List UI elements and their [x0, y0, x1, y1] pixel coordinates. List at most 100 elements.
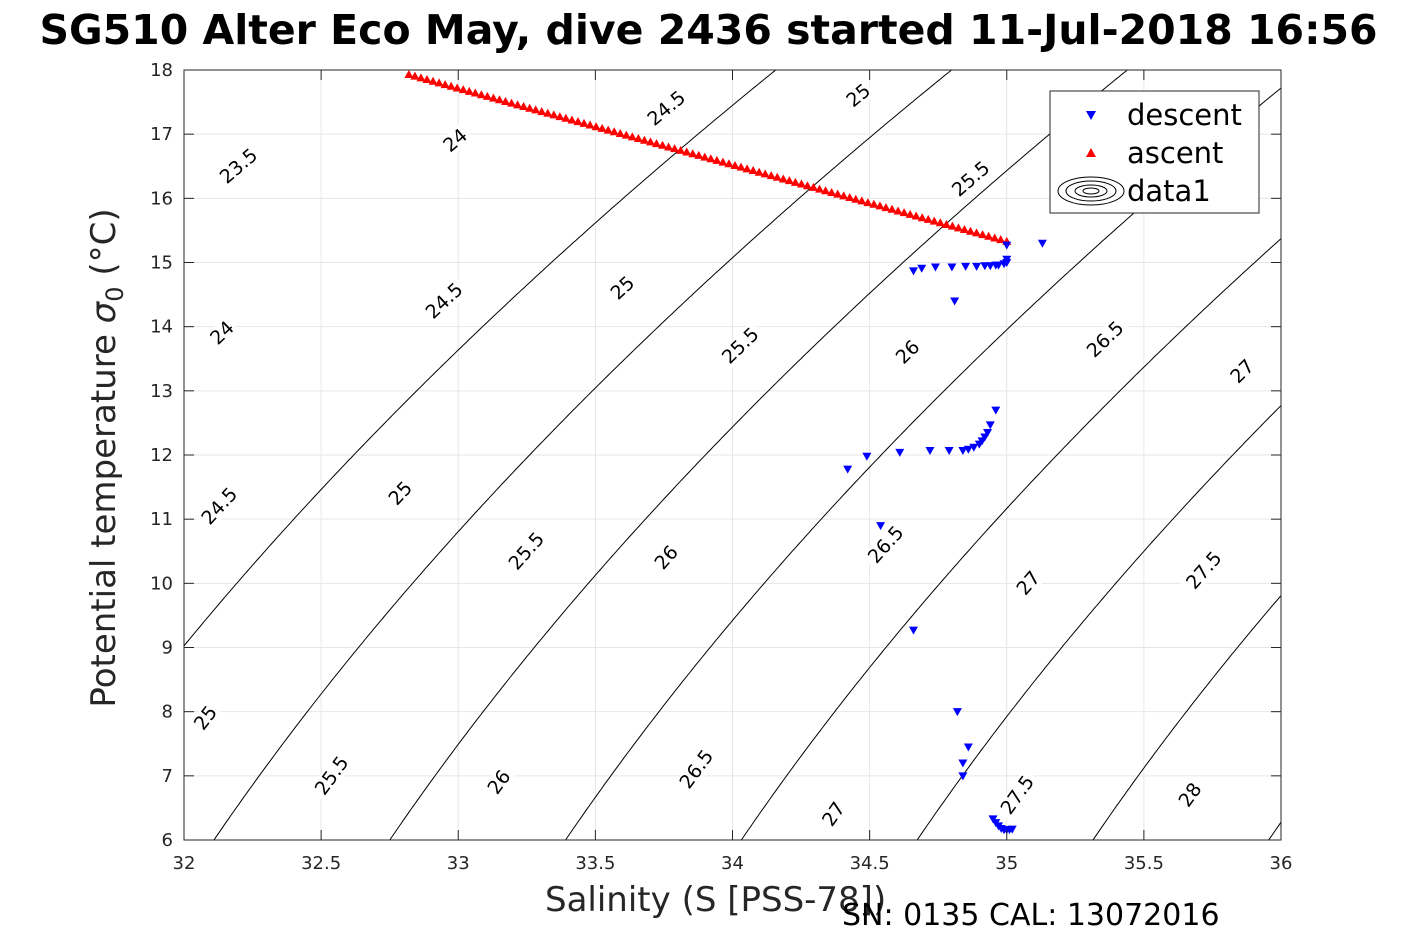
contour-label-background — [861, 519, 911, 571]
ascent-point — [959, 225, 969, 234]
descent-point — [952, 708, 962, 717]
ascent-point — [537, 107, 547, 116]
ascent-point — [893, 206, 903, 215]
ascent-point — [579, 118, 589, 127]
ascent-point — [887, 204, 897, 213]
ascent-point — [984, 231, 994, 240]
legend-data1-marker — [1057, 176, 1125, 206]
contour-label-background — [1080, 314, 1131, 365]
ascent-point — [875, 201, 885, 210]
ascent-point — [694, 150, 704, 159]
descent-point — [985, 421, 995, 430]
legend-ascent-label: ascent — [1127, 136, 1223, 170]
contour-label-background — [673, 743, 720, 796]
ascent-point — [796, 179, 806, 188]
ascent-point — [476, 90, 486, 99]
x-tick-label: 35.5 — [1124, 853, 1164, 874]
contour-label-background — [945, 155, 997, 204]
ascent-point — [712, 155, 722, 164]
contour-label-background — [841, 79, 876, 113]
descent-point — [961, 262, 971, 271]
ascent-point — [416, 73, 426, 82]
descent-point — [1007, 825, 1017, 834]
ascent-point — [434, 78, 444, 87]
contour-line-23-5 — [184, 70, 777, 647]
ascent-point — [603, 125, 613, 134]
descent-point — [958, 759, 968, 768]
ascent-point — [815, 184, 825, 193]
ascent-point — [899, 208, 909, 217]
ascent-point — [543, 108, 553, 117]
ascent-point — [591, 122, 601, 131]
ascent-point — [996, 235, 1006, 244]
ascent-point — [410, 71, 420, 80]
ascent-point — [917, 213, 927, 222]
y-tick-label: 16 — [150, 188, 173, 209]
sensor-calibration-note: SN: 0135 CAL: 13072016 — [842, 898, 1220, 933]
descent-point — [958, 772, 968, 781]
descent-point — [974, 440, 984, 449]
ascent-point — [736, 162, 746, 171]
ascent-point — [905, 209, 915, 218]
ascent-point — [972, 228, 982, 237]
ascent-point — [682, 147, 692, 156]
ascent-point — [513, 100, 523, 109]
descent-point — [930, 263, 940, 272]
ascent-point — [549, 110, 559, 119]
ascent-point — [627, 132, 637, 141]
ascent-point — [990, 233, 1000, 242]
ascent-point — [966, 226, 976, 235]
ascent-point — [778, 174, 788, 183]
contour-label-background — [213, 142, 265, 191]
chart-title: SG510 Alter Eco May, dive 2436 started 1… — [39, 6, 1378, 54]
ascent-point — [941, 219, 951, 228]
descent-point — [843, 465, 853, 474]
x-tick-label: 34 — [721, 853, 744, 874]
ascent-point — [422, 75, 432, 84]
contour-line-27-5 — [1404, 880, 1417, 901]
ascent-point — [766, 171, 776, 180]
contour-label: 27 — [818, 798, 850, 830]
ascent-point — [929, 216, 939, 225]
ascent-point — [802, 181, 812, 190]
ascent-point — [772, 172, 782, 181]
ascent-point — [978, 230, 988, 239]
ascent-point — [531, 105, 541, 114]
y-tick-label: 13 — [150, 381, 173, 402]
ascent-point — [452, 83, 462, 92]
descent-point — [917, 264, 927, 273]
y-tick-label: 11 — [150, 509, 173, 530]
contour-label-background — [1174, 777, 1207, 813]
ascent-point — [730, 160, 740, 169]
y-tick-label: 12 — [150, 445, 173, 466]
x-tick-label: 32.5 — [301, 853, 341, 874]
contour-label-background — [205, 316, 240, 350]
contour-line-27 — [1268, 821, 1281, 840]
contour-line-24 — [213, 70, 953, 840]
ascent-point — [742, 164, 752, 173]
ascent-point — [869, 199, 879, 208]
contour-label: 26 — [483, 766, 515, 799]
contour-label: 26 — [892, 336, 925, 369]
descent-point — [991, 406, 1001, 415]
descent-point — [909, 626, 919, 635]
y-tick-label: 7 — [162, 766, 173, 787]
descent-point — [925, 447, 935, 456]
contour-label-background — [383, 476, 418, 511]
contour-label-background — [1011, 566, 1046, 601]
y-tick-label: 6 — [162, 830, 173, 851]
x-tick-label: 33.5 — [575, 853, 615, 874]
ascent-point — [507, 98, 517, 107]
ascent-point — [645, 137, 655, 146]
contour-label-background — [189, 700, 223, 736]
ascent-point — [501, 96, 511, 105]
ascent-point — [784, 176, 794, 185]
ascent-point — [488, 93, 498, 102]
ascent-point — [597, 123, 607, 132]
ascent-point — [851, 194, 861, 203]
contour-label: 27 — [1012, 567, 1044, 600]
descent-point — [972, 262, 982, 271]
y-tick-label: 10 — [150, 573, 173, 594]
ascent-point — [494, 95, 504, 104]
ascent-point — [615, 128, 625, 137]
